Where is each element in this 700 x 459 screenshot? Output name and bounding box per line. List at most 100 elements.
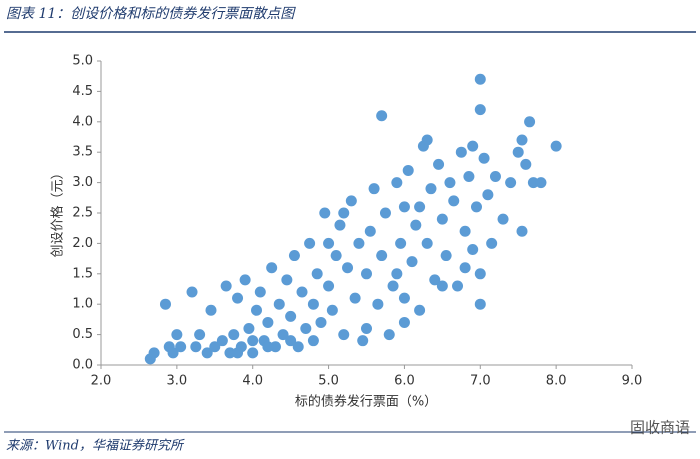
x-tick-label: 8.0: [546, 374, 567, 389]
x-axis-label: 标的债券发行票面（%）: [295, 394, 437, 410]
point: [342, 262, 354, 274]
point: [429, 274, 441, 286]
point: [232, 347, 244, 359]
point: [398, 292, 410, 304]
point: [338, 329, 350, 341]
point: [470, 201, 482, 213]
point: [489, 171, 501, 183]
point: [304, 237, 316, 249]
point: [281, 274, 293, 286]
point: [148, 347, 160, 359]
point: [550, 140, 562, 152]
point: [459, 262, 471, 274]
point: [205, 304, 217, 316]
point: [436, 280, 448, 292]
y-tick-label: 0.5: [72, 327, 93, 342]
point: [277, 329, 289, 341]
point: [247, 347, 259, 359]
point: [254, 286, 266, 298]
point: [285, 310, 297, 322]
point: [467, 243, 479, 255]
y-tick-label: 1.0: [72, 297, 93, 312]
x-tick-label: 7.0: [470, 374, 491, 389]
point: [167, 347, 179, 359]
point: [391, 268, 403, 280]
point: [486, 237, 498, 249]
point: [467, 140, 479, 152]
x-tick-label: 3.0: [167, 374, 188, 389]
source: 来源：Wind，华福证券研究所: [6, 438, 185, 454]
point: [338, 207, 350, 219]
point: [474, 104, 486, 116]
point: [186, 286, 198, 298]
point: [292, 341, 304, 353]
point: [398, 316, 410, 328]
point: [505, 177, 517, 189]
point: [520, 158, 532, 170]
point: [368, 183, 380, 195]
watermark: 固收商语: [630, 419, 690, 437]
point: [243, 323, 255, 335]
point: [216, 335, 228, 347]
point: [391, 177, 403, 189]
point: [232, 292, 244, 304]
point: [220, 280, 232, 292]
point: [361, 268, 372, 280]
y-tick-label: 2.0: [72, 236, 93, 251]
point: [345, 195, 357, 207]
point: [201, 347, 213, 359]
point: [262, 316, 274, 328]
point: [463, 171, 475, 183]
point: [478, 152, 490, 164]
point: [228, 329, 240, 341]
y-tick-label: 2.5: [72, 206, 93, 221]
x-tick-label: 6.0: [394, 374, 415, 389]
point: [330, 250, 342, 262]
y-axis-label: 创设价格（元）: [50, 166, 66, 257]
point: [209, 341, 221, 353]
point: [436, 213, 448, 225]
point: [266, 262, 278, 274]
point: [395, 237, 407, 249]
x-tick-label: 2.0: [91, 374, 112, 389]
point: [239, 274, 251, 286]
point: [398, 201, 410, 213]
y-tick-label: 3.0: [72, 175, 93, 190]
y-tick-label: 0.0: [72, 358, 93, 373]
point: [406, 256, 418, 268]
point: [349, 292, 361, 304]
point: [474, 298, 486, 310]
point: [535, 177, 547, 189]
point: [421, 134, 433, 146]
point: [190, 341, 202, 353]
point: [307, 298, 319, 310]
point: [296, 286, 308, 298]
point: [433, 158, 445, 170]
y-tick-label: 4.0: [72, 114, 93, 129]
point: [171, 329, 183, 341]
point: [300, 323, 312, 335]
chart-title: 图表 11：创设价格和标的债券发行票面散点图: [6, 6, 296, 22]
point: [516, 134, 528, 146]
point: [326, 304, 338, 316]
point: [425, 183, 437, 195]
point: [414, 201, 426, 213]
point: [387, 280, 399, 292]
point: [474, 268, 486, 280]
point: [448, 195, 460, 207]
point: [307, 335, 319, 347]
point: [444, 177, 456, 189]
point: [323, 280, 335, 292]
point: [323, 237, 335, 249]
point: [410, 219, 422, 231]
point: [285, 335, 297, 347]
point: [497, 213, 509, 225]
x-tick-label: 5.0: [318, 374, 339, 389]
point: [512, 146, 524, 158]
point: [376, 110, 388, 122]
point: [459, 225, 471, 237]
point: [376, 250, 388, 262]
y-tick-label: 1.5: [72, 266, 93, 281]
point: [527, 177, 539, 189]
